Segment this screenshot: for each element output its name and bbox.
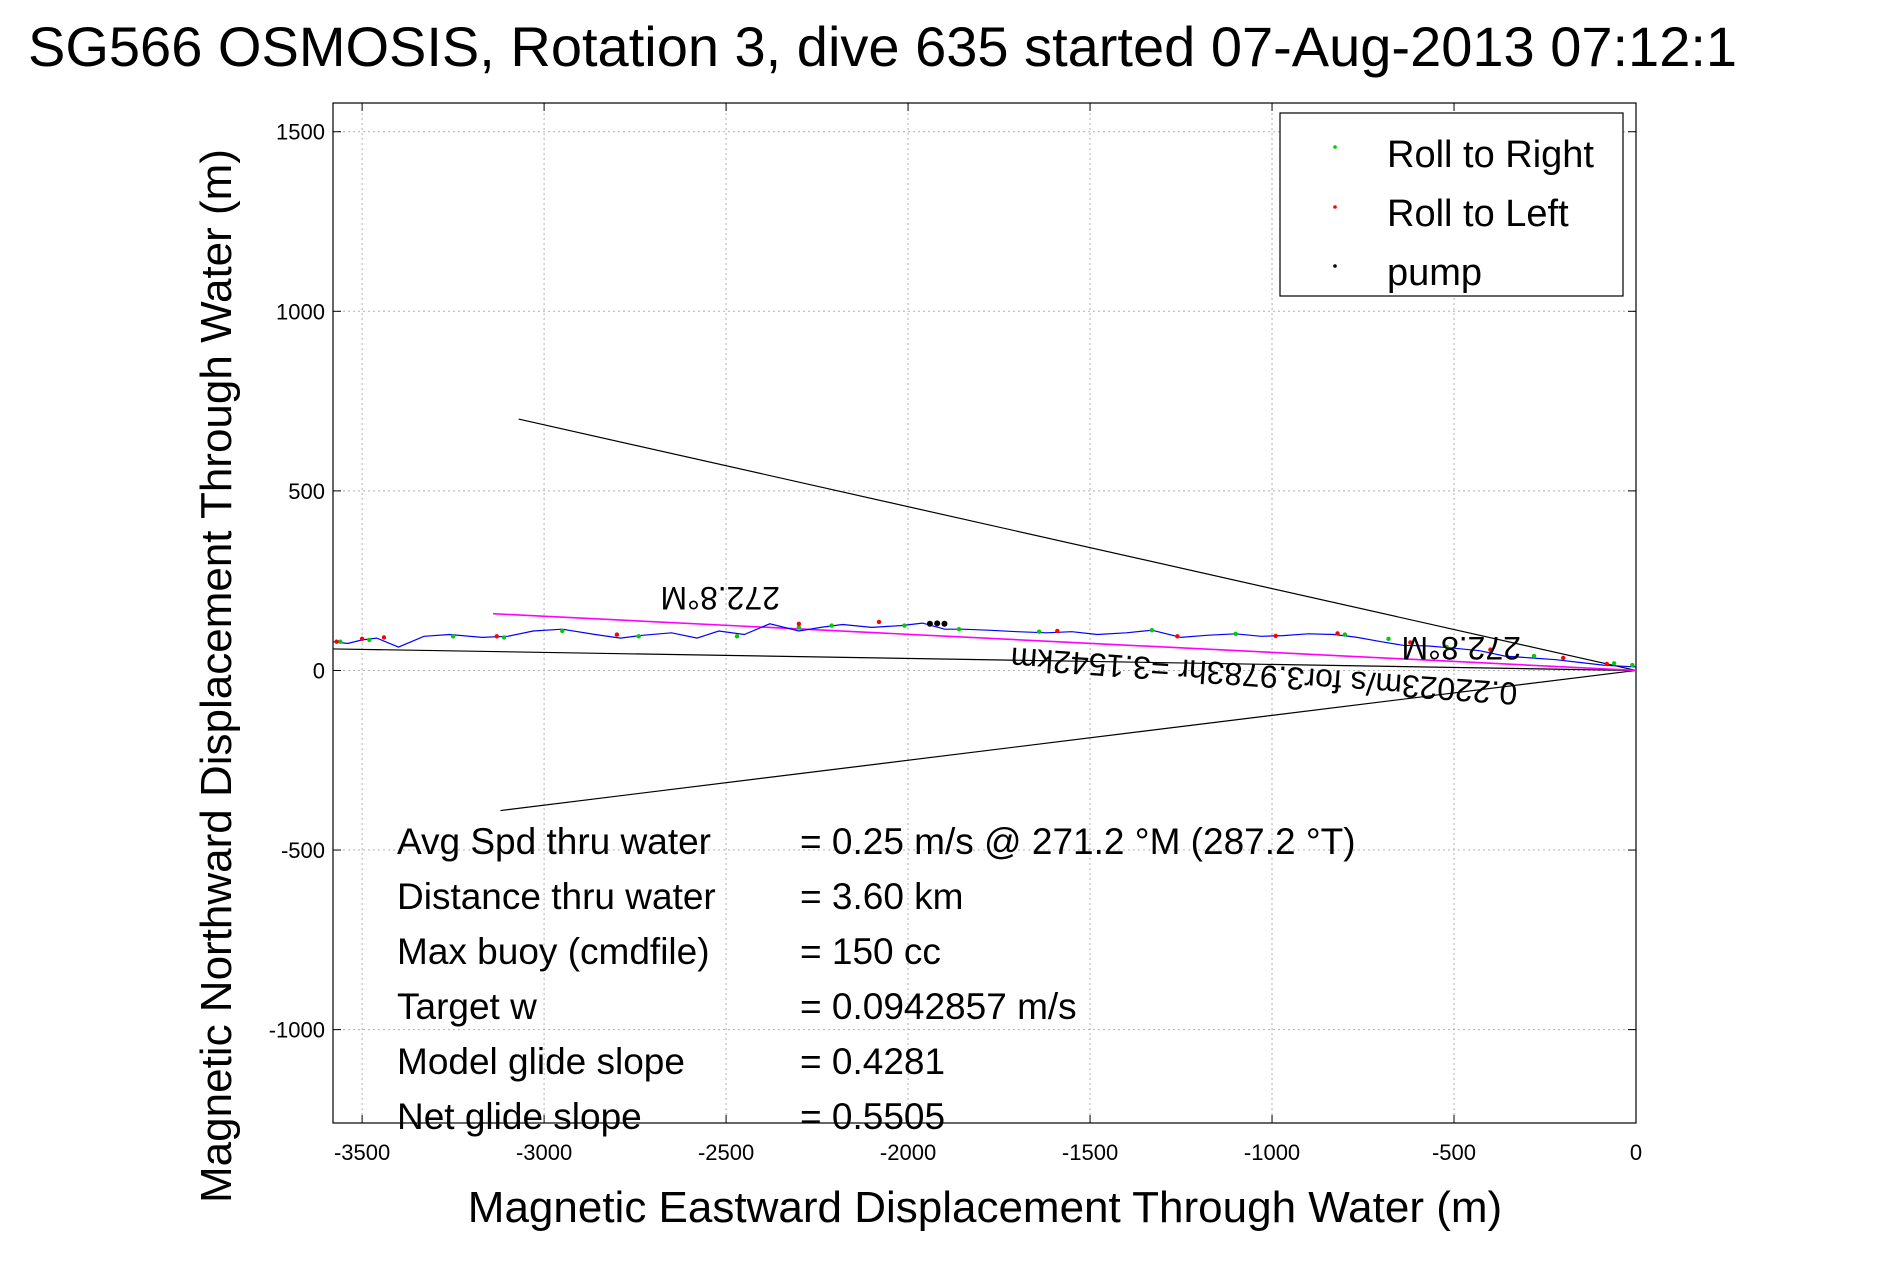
stat-label: Net glide slope	[397, 1096, 642, 1137]
roll-right-point	[1233, 631, 1238, 637]
roll-right-point	[1386, 636, 1391, 642]
y-axis-ticks: -1000 -500 0 500 1000 1500	[269, 120, 1636, 1043]
x-tick-label: -1000	[1244, 1140, 1300, 1165]
legend-roll-right-label: Roll to Right	[1387, 134, 1594, 176]
roll-right-point	[1342, 632, 1348, 637]
y-tick-label: 1000	[276, 299, 325, 324]
stat-value: = 150 cc	[800, 931, 941, 972]
y-tick-label: -1000	[269, 1018, 325, 1043]
x-axis-ticks: -3500 -3000 -2500 -2000 -1500 -1000 -500 0	[334, 103, 1642, 1165]
roll-right-point	[450, 634, 456, 639]
roll-left-point	[359, 636, 365, 642]
heading-label-lower: 272.8°M	[1401, 630, 1521, 666]
legend-roll-left-marker	[1333, 205, 1337, 209]
y-tick-label: -500	[281, 838, 325, 863]
roll-left-point	[1604, 661, 1610, 667]
roll-left-point	[1335, 631, 1340, 636]
roll-right-point	[956, 626, 962, 632]
roll-left-point	[796, 621, 802, 626]
legend-pump-marker	[1333, 264, 1337, 268]
chart-title: SG566 OSMOSIS, Rotation 3, dive 635 star…	[28, 15, 1737, 78]
pump-point	[934, 620, 941, 627]
x-tick-label: -3500	[334, 1140, 390, 1165]
legend: Roll to Right Roll to Left pump	[1279, 112, 1624, 297]
roll-left-point	[1488, 647, 1493, 652]
roll-left-point	[381, 635, 387, 640]
roll-right-point	[1611, 661, 1617, 666]
x-axis-label: Magnetic Eastward Displacement Through W…	[468, 1183, 1502, 1232]
legend-pump-label: pump	[1387, 252, 1482, 294]
stat-value: = 0.5505	[800, 1096, 945, 1137]
x-tick-label: -1500	[1062, 1140, 1118, 1165]
roll-left-point	[1408, 640, 1413, 645]
x-tick-label: 0	[1630, 1140, 1642, 1165]
depth-averaged-current-line	[332, 648, 1637, 672]
x-tick-label: -2000	[880, 1140, 936, 1165]
roll-right-point	[338, 639, 343, 644]
legend-roll-right-marker	[1333, 145, 1337, 149]
roll-left-point	[494, 634, 499, 639]
envelope-line-upper	[518, 418, 1637, 672]
envelope-line-lower	[500, 669, 1637, 812]
reference-lines	[332, 418, 1637, 812]
roll-right-point	[829, 623, 834, 628]
roll-right-point	[560, 628, 565, 634]
roll-right-point	[1149, 628, 1155, 633]
y-axis-label: Magnetic Northward Displacement Through …	[192, 149, 241, 1203]
roll-left-point	[334, 639, 339, 644]
roll-left-point	[1055, 628, 1060, 634]
pump-point	[926, 620, 933, 627]
stat-label: Distance thru water	[397, 876, 716, 917]
stat-value: = 0.25 m/s @ 271.2 °M (287.2 °T)	[800, 821, 1356, 862]
roll-right-point	[1444, 644, 1449, 650]
stat-value: = 0.0942857 m/s	[800, 986, 1077, 1027]
roll-right-point	[1630, 662, 1635, 668]
x-tick-label: -2500	[698, 1140, 754, 1165]
grid	[333, 103, 1637, 1123]
roll-right-point	[1531, 653, 1537, 659]
stat-label: Avg Spd thru water	[397, 821, 711, 862]
heading-label-upper: 272.8°M	[660, 580, 780, 616]
heading-line	[493, 612, 1637, 672]
plot-area-frame	[332, 102, 1637, 1124]
roll-left-point	[1175, 634, 1180, 639]
pump-point	[941, 620, 948, 627]
legend-roll-left-label: Roll to Left	[1387, 193, 1569, 235]
stat-value: = 0.4281	[800, 1041, 945, 1082]
roll-right-point	[367, 637, 372, 643]
y-tick-label: 0	[313, 658, 325, 683]
y-tick-label: 1500	[276, 120, 325, 145]
roll-left-point	[614, 632, 620, 637]
legend-box	[1279, 112, 1624, 297]
x-tick-label: -3000	[516, 1140, 572, 1165]
roll-right-point	[796, 625, 802, 630]
roll-points	[334, 619, 1635, 668]
stat-value: = 3.60 km	[800, 876, 964, 917]
track-series	[332, 622, 1637, 668]
stat-label: Model glide slope	[397, 1041, 685, 1082]
x-tick-label: -500	[1432, 1140, 1476, 1165]
stat-label: Max buoy (cmdfile)	[397, 931, 710, 972]
stats-block: Avg Spd thru water = 0.25 m/s @ 271.2 °M…	[397, 821, 1356, 1137]
y-tick-label: 500	[288, 479, 325, 504]
roll-left-point	[1561, 655, 1566, 661]
stat-label: Target w	[397, 986, 537, 1027]
glider-track-line	[332, 622, 1637, 668]
roll-left-point	[876, 619, 882, 625]
roll-right-point	[734, 634, 740, 639]
roll-left-point	[1273, 633, 1278, 639]
roll-right-point	[1036, 629, 1042, 634]
roll-right-point	[902, 623, 907, 628]
roll-right-point	[636, 634, 641, 639]
roll-right-point	[501, 635, 507, 640]
